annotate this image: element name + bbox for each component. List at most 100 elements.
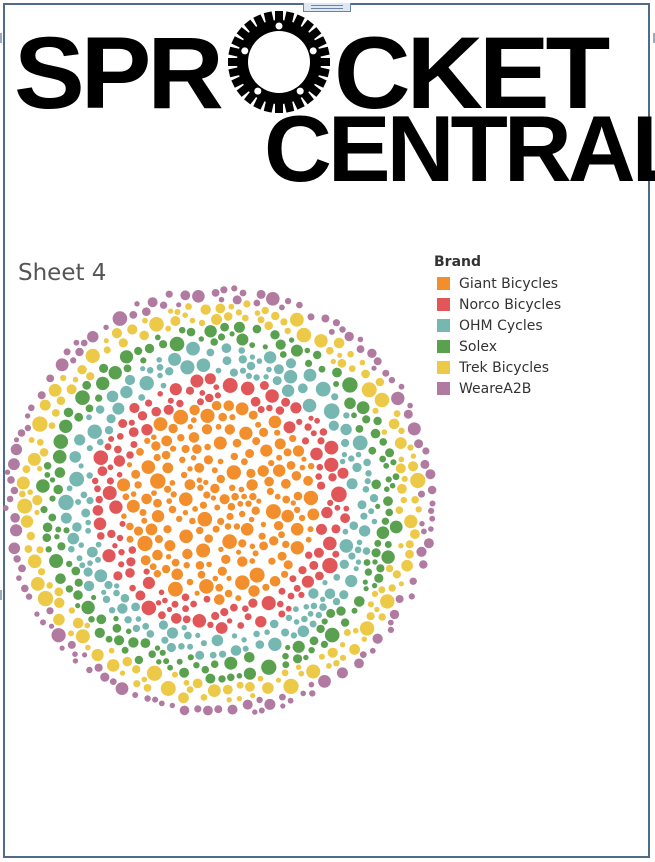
bubble-norco-bicycles[interactable] [340,513,350,524]
bubble-ohm-cycles[interactable] [358,525,371,537]
bubble-giant-bicycles[interactable] [201,424,213,435]
bubble-giant-bicycles[interactable] [152,549,163,561]
bubble-trek-bicycles[interactable] [20,515,34,528]
bubble-ohm-cycles[interactable] [293,606,299,613]
bubble-ohm-cycles[interactable] [285,358,297,369]
bubble-norco-bicycles[interactable] [317,437,325,445]
bubble-ohm-cycles[interactable] [108,607,116,614]
bubble-solex[interactable] [82,380,92,390]
bubble-giant-bicycles[interactable] [192,444,202,454]
bubble-ohm-cycles[interactable] [166,642,176,653]
bubble-norco-bicycles[interactable] [128,427,139,437]
bubble-trek-bicycles[interactable] [168,308,174,314]
bubble-giant-bicycles[interactable] [177,434,185,442]
bubble-trek-bicycles[interactable] [385,564,394,573]
bubble-trek-bicycles[interactable] [48,383,62,397]
bubble-ohm-cycles[interactable] [165,367,174,376]
bubble-ohm-cycles[interactable] [60,512,72,524]
bubble-solex[interactable] [384,486,390,493]
bubble-ohm-cycles[interactable] [263,351,277,364]
bubble-ohm-cycles[interactable] [256,358,263,364]
bubble-ohm-cycles[interactable] [323,403,340,420]
bubble-giant-bicycles[interactable] [259,427,269,437]
bubble-ohm-cycles[interactable] [239,367,247,374]
bubble-ohm-cycles[interactable] [307,610,314,617]
bubble-ohm-cycles[interactable] [339,559,349,569]
bubble-giant-bicycles[interactable] [126,535,134,543]
bubble-giant-bicycles[interactable] [166,498,173,504]
bubble-solex[interactable] [224,656,238,670]
bubble-trek-bicycles[interactable] [24,545,33,553]
bubble-trek-bicycles[interactable] [333,337,345,349]
bubble-giant-bicycles[interactable] [249,543,256,550]
bubble-trek-bicycles[interactable] [132,665,141,674]
bubble-giant-bicycles[interactable] [217,458,224,465]
bubble-wearea2b[interactable] [408,593,415,600]
bubble-solex[interactable] [163,658,170,665]
bubble-trek-bicycles[interactable] [16,476,30,490]
bubble-giant-bicycles[interactable] [294,506,301,513]
bubble-norco-bicycles[interactable] [199,390,206,396]
bubble-giant-bicycles[interactable] [248,585,260,597]
bubble-giant-bicycles[interactable] [203,491,211,499]
bubble-wearea2b[interactable] [70,357,77,364]
bubble-ohm-cycles[interactable] [74,434,86,446]
bubble-giant-bicycles[interactable] [179,456,186,463]
bubble-trek-bicycles[interactable] [17,498,33,514]
bubble-trek-bicycles[interactable] [361,382,377,398]
bubble-trek-bicycles[interactable] [339,642,346,648]
bubble-trek-bicycles[interactable] [46,582,53,589]
bubble-trek-bicycles[interactable] [198,319,206,327]
bubble-solex[interactable] [57,542,66,551]
bubble-trek-bicycles[interactable] [54,587,64,597]
bubble-wearea2b[interactable] [395,595,404,603]
bubble-trek-bicycles[interactable] [139,330,149,341]
bubble-solex[interactable] [156,659,162,665]
bubble-norco-bicycles[interactable] [141,424,153,436]
bubble-solex[interactable] [178,326,186,334]
bubble-norco-bicycles[interactable] [171,600,179,608]
bubble-wearea2b[interactable] [10,443,23,456]
bubble-ohm-cycles[interactable] [72,522,82,532]
bubble-wearea2b[interactable] [231,285,238,292]
bubble-ohm-cycles[interactable] [315,381,331,397]
bubble-wearea2b[interactable] [13,555,21,563]
bubble-giant-bicycles[interactable] [190,455,197,461]
bubble-trek-bicycles[interactable] [374,392,390,408]
bubble-wearea2b[interactable] [115,682,129,695]
bubble-ohm-cycles[interactable] [308,588,319,599]
bubble-giant-bicycles[interactable] [133,526,144,536]
bubble-giant-bicycles[interactable] [265,504,281,520]
bubble-giant-bicycles[interactable] [259,541,268,551]
bubble-giant-bicycles[interactable] [239,510,246,518]
bubble-solex[interactable] [376,564,385,573]
bubble-norco-bicycles[interactable] [305,551,313,559]
bubble-norco-bicycles[interactable] [250,396,261,407]
bubble-norco-bicycles[interactable] [283,421,296,434]
bubble-trek-bicycles[interactable] [410,472,426,489]
bubble-solex[interactable] [154,645,161,651]
bubble-norco-bicycles[interactable] [126,451,134,459]
bubble-norco-bicycles[interactable] [118,561,125,568]
bubble-trek-bicycles[interactable] [51,409,60,417]
bubble-wearea2b[interactable] [10,513,20,523]
bubble-solex[interactable] [55,573,66,584]
bubble-trek-bicycles[interactable] [405,549,414,559]
bubble-ohm-cycles[interactable] [195,650,205,660]
bubble-solex[interactable] [392,473,400,481]
bubble-giant-bicycles[interactable] [215,583,224,592]
bubble-trek-bicycles[interactable] [54,597,65,608]
bubble-giant-bicycles[interactable] [151,434,157,441]
bubble-ohm-cycles[interactable] [87,424,102,439]
bubble-giant-bicycles[interactable] [162,462,174,474]
bubble-trek-bicycles[interactable] [290,312,304,327]
bubble-ohm-cycles[interactable] [303,604,310,610]
bubble-norco-bicycles[interactable] [237,622,245,629]
bubble-solex[interactable] [371,582,378,589]
bubble-giant-bicycles[interactable] [274,429,281,436]
bubble-norco-bicycles[interactable] [226,618,233,624]
bubble-norco-bicycles[interactable] [92,505,104,516]
bubble-solex[interactable] [123,364,132,373]
bubble-trek-bicycles[interactable] [271,311,280,321]
bubble-ohm-cycles[interactable] [187,643,194,650]
